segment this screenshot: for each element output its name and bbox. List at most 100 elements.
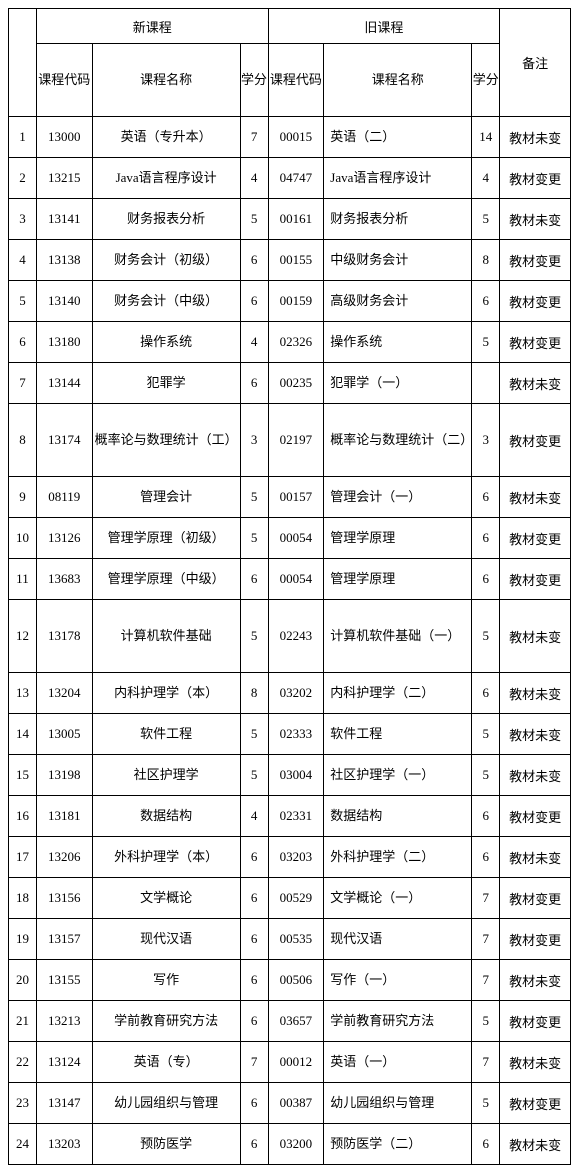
cell-cred2: 5 (472, 755, 500, 796)
cell-remark: 教材变更 (500, 796, 571, 837)
cell-name1: 数据结构 (92, 796, 240, 837)
header-old-code: 课程代码 (268, 44, 324, 117)
cell-cred1: 7 (240, 117, 268, 158)
cell-cred1: 4 (240, 796, 268, 837)
cell-code2: 02331 (268, 796, 324, 837)
cell-idx: 24 (9, 1124, 37, 1165)
cell-code1: 13215 (36, 158, 92, 199)
cell-name2: 幼儿园组织与管理 (324, 1083, 472, 1124)
cell-idx: 17 (9, 837, 37, 878)
cell-remark: 教材未变 (500, 960, 571, 1001)
cell-code2: 00054 (268, 559, 324, 600)
cell-code2: 02197 (268, 404, 324, 477)
table-body: 113000英语（专升本）700015英语（二）14教材未变213215Java… (9, 117, 571, 1165)
cell-cred2: 5 (472, 600, 500, 673)
cell-code1: 13204 (36, 673, 92, 714)
header-new-courses: 新课程 (36, 9, 268, 44)
cell-cred1: 3 (240, 404, 268, 477)
cell-name2: 数据结构 (324, 796, 472, 837)
table-row: 2113213学前教育研究方法603657学前教育研究方法5教材变更 (9, 1001, 571, 1042)
table-row: 213215Java语言程序设计404747Java语言程序设计4教材变更 (9, 158, 571, 199)
table-row: 1213178计算机软件基础502243计算机软件基础（一）5教材未变 (9, 600, 571, 673)
cell-cred1: 7 (240, 1042, 268, 1083)
cell-remark: 教材未变 (500, 714, 571, 755)
cell-remark: 教材变更 (500, 240, 571, 281)
cell-code1: 13178 (36, 600, 92, 673)
cell-name1: 管理会计 (92, 477, 240, 518)
cell-code1: 13124 (36, 1042, 92, 1083)
cell-code2: 00235 (268, 363, 324, 404)
cell-cred2: 5 (472, 322, 500, 363)
table-row: 413138财务会计（初级）600155中级财务会计8教材变更 (9, 240, 571, 281)
cell-code2: 00387 (268, 1083, 324, 1124)
cell-cred2: 7 (472, 878, 500, 919)
cell-name1: 内科护理学（本） (92, 673, 240, 714)
cell-cred2: 6 (472, 477, 500, 518)
cell-name1: 财务会计（中级） (92, 281, 240, 322)
cell-cred1: 5 (240, 477, 268, 518)
cell-name1: 文学概论 (92, 878, 240, 919)
cell-name2: 预防医学（二） (324, 1124, 472, 1165)
cell-code2: 03004 (268, 755, 324, 796)
cell-name1: 社区护理学 (92, 755, 240, 796)
cell-name1: 英语（专） (92, 1042, 240, 1083)
cell-code1: 13156 (36, 878, 92, 919)
cell-idx: 3 (9, 199, 37, 240)
cell-name2: 管理会计（一） (324, 477, 472, 518)
cell-idx: 6 (9, 322, 37, 363)
cell-code2: 03200 (268, 1124, 324, 1165)
header-old-credit: 学分 (472, 44, 500, 117)
cell-code1: 13206 (36, 837, 92, 878)
cell-code2: 00155 (268, 240, 324, 281)
cell-code2: 03203 (268, 837, 324, 878)
cell-remark: 教材未变 (500, 1042, 571, 1083)
cell-name2: 文学概论（一） (324, 878, 472, 919)
table-row: 1613181数据结构402331数据结构6教材变更 (9, 796, 571, 837)
cell-code1: 13203 (36, 1124, 92, 1165)
table-row: 2313147幼儿园组织与管理600387幼儿园组织与管理5教材变更 (9, 1083, 571, 1124)
cell-name1: 学前教育研究方法 (92, 1001, 240, 1042)
cell-name2: 管理学原理 (324, 518, 472, 559)
table-row: 1713206外科护理学（本）603203外科护理学（二）6教材未变 (9, 837, 571, 878)
cell-code2: 00535 (268, 919, 324, 960)
cell-cred1: 6 (240, 559, 268, 600)
table-row: 2013155写作600506写作（一）7教材未变 (9, 960, 571, 1001)
header-group-row: 新课程 旧课程 备注 (9, 9, 571, 44)
cell-code2: 00161 (268, 199, 324, 240)
cell-idx: 8 (9, 404, 37, 477)
cell-name2: 英语（二） (324, 117, 472, 158)
cell-cred1: 5 (240, 600, 268, 673)
cell-remark: 教材未变 (500, 477, 571, 518)
cell-idx: 5 (9, 281, 37, 322)
cell-code1: 13126 (36, 518, 92, 559)
cell-remark: 教材未变 (500, 199, 571, 240)
cell-cred2 (472, 363, 500, 404)
cell-cred2: 14 (472, 117, 500, 158)
cell-name2: 写作（一） (324, 960, 472, 1001)
cell-cred2: 6 (472, 837, 500, 878)
table-row: 908119管理会计500157管理会计（一）6教材未变 (9, 477, 571, 518)
table-row: 713144犯罪学600235犯罪学（一）教材未变 (9, 363, 571, 404)
cell-cred1: 6 (240, 1001, 268, 1042)
header-sub-row: 课程代码 课程名称 学分 课程代码 课程名称 学分 (9, 44, 571, 117)
cell-name2: 英语（一） (324, 1042, 472, 1083)
cell-idx: 7 (9, 363, 37, 404)
cell-name2: 高级财务会计 (324, 281, 472, 322)
cell-cred2: 7 (472, 960, 500, 1001)
cell-idx: 14 (9, 714, 37, 755)
cell-cred1: 6 (240, 919, 268, 960)
cell-idx: 18 (9, 878, 37, 919)
cell-idx: 9 (9, 477, 37, 518)
cell-idx: 12 (9, 600, 37, 673)
cell-remark: 教材未变 (500, 1124, 571, 1165)
cell-cred1: 5 (240, 714, 268, 755)
cell-cred1: 6 (240, 960, 268, 1001)
cell-cred1: 8 (240, 673, 268, 714)
cell-idx: 15 (9, 755, 37, 796)
header-new-code: 课程代码 (36, 44, 92, 117)
cell-name2: 现代汉语 (324, 919, 472, 960)
cell-cred2: 6 (472, 518, 500, 559)
cell-name2: Java语言程序设计 (324, 158, 472, 199)
cell-remark: 教材变更 (500, 322, 571, 363)
cell-cred1: 5 (240, 199, 268, 240)
